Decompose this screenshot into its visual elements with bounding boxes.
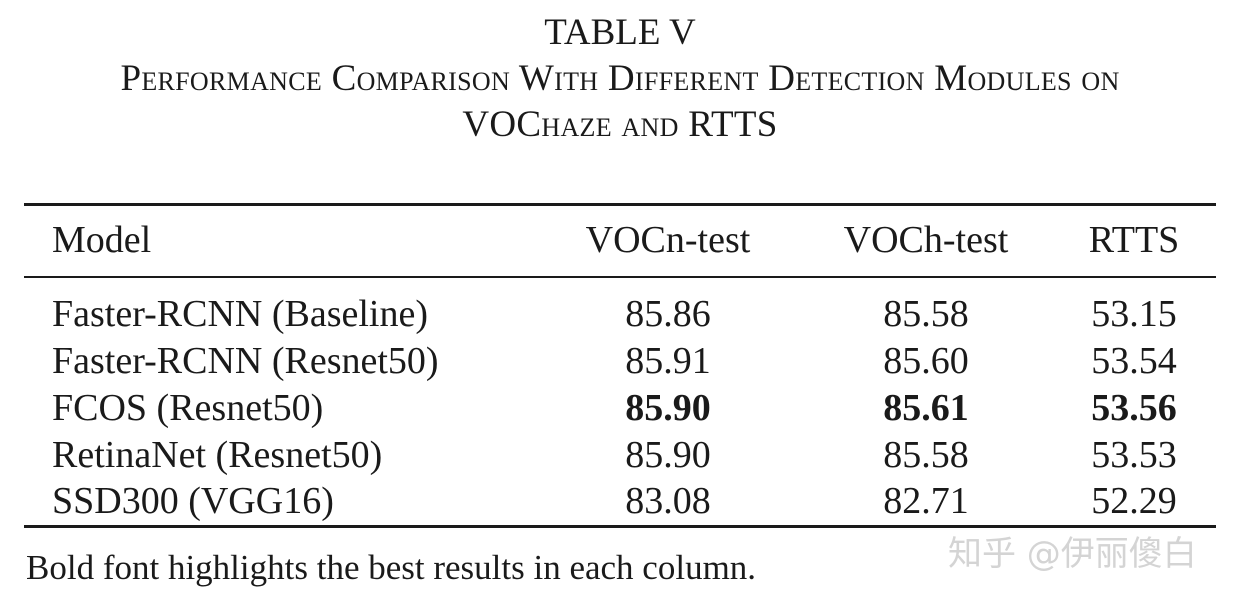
- cell-model: Faster-RCNN (Resnet50): [52, 340, 439, 382]
- table-footnote: Bold font highlights the best results in…: [26, 548, 757, 587]
- cell-voch-test-best: 85.61: [883, 387, 969, 429]
- cell-voch-test: 85.58: [883, 293, 969, 335]
- table-row: RetinaNet (Resnet50) 85.90 85.58 53.53: [0, 432, 1248, 478]
- cell-voch-test: 82.71: [883, 480, 969, 522]
- cell-vocn-test: 85.90: [625, 434, 711, 476]
- cell-rtts-best: 53.56: [1091, 387, 1177, 429]
- cell-vocn-test: 85.86: [625, 293, 711, 335]
- table-title-line-1: Performance Comparison With Different De…: [120, 58, 1120, 99]
- cell-voch-test: 85.60: [883, 340, 969, 382]
- header-rtts: RTTS: [1088, 219, 1180, 261]
- table-row: Faster-RCNN (Resnet50) 85.91 85.60 53.54: [0, 338, 1248, 384]
- cell-vocn-test: 83.08: [625, 480, 711, 522]
- header-vocn-test: VOCn-test: [585, 219, 751, 261]
- cell-rtts: 53.15: [1091, 293, 1177, 335]
- table-title-line-2: VOChaze and RTTS: [462, 104, 778, 145]
- table-row: FCOS (Resnet50) 85.90 85.61 53.56: [0, 385, 1248, 431]
- cell-model: SSD300 (VGG16): [52, 480, 334, 522]
- header-model: Model: [52, 219, 152, 261]
- cell-rtts: 53.53: [1091, 434, 1177, 476]
- cell-model: FCOS (Resnet50): [52, 387, 324, 429]
- cell-model: RetinaNet (Resnet50): [52, 434, 383, 476]
- cell-rtts: 53.54: [1091, 340, 1177, 382]
- watermark: 知乎 @伊丽傻白: [948, 534, 1197, 574]
- header-voch-test: VOCh-test: [843, 219, 1009, 261]
- cell-vocn-test-best: 85.90: [625, 387, 711, 429]
- table-title: Performance Comparison With Different De…: [0, 56, 1240, 148]
- header-rule: [24, 276, 1216, 278]
- top-rule: [24, 203, 1216, 206]
- cell-model: Faster-RCNN (Baseline): [52, 293, 428, 335]
- cell-rtts: 52.29: [1091, 480, 1177, 522]
- table-label: TABLE V: [544, 12, 696, 53]
- cell-vocn-test: 85.91: [625, 340, 711, 382]
- cell-voch-test: 85.58: [883, 434, 969, 476]
- bottom-rule: [24, 525, 1216, 528]
- table-row: SSD300 (VGG16) 83.08 82.71 52.29: [0, 478, 1248, 524]
- table-row: Faster-RCNN (Baseline) 85.86 85.58 53.15: [0, 291, 1248, 337]
